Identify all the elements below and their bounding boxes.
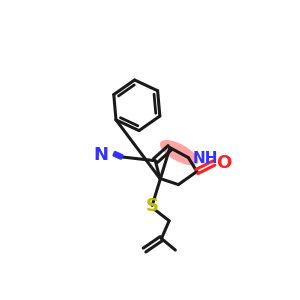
- Text: N: N: [93, 146, 108, 164]
- Text: NH: NH: [192, 151, 218, 166]
- Text: S: S: [146, 197, 159, 215]
- Ellipse shape: [160, 140, 198, 165]
- Text: O: O: [216, 154, 231, 172]
